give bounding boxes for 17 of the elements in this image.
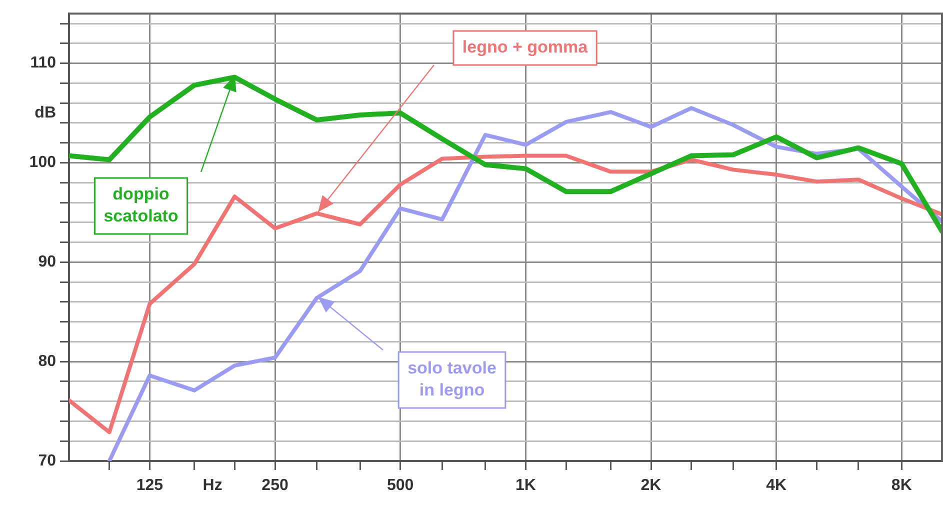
y-tick-label: 90 [38,254,56,271]
annotation: solo tavole in legno [408,358,496,400]
x-tick-label: 250 [262,477,288,494]
x-tick-label: 8K [891,477,912,494]
x-tick-label: 500 [386,477,414,494]
x-tick-label: 2K [640,477,662,494]
y-tick-label: 70 [38,452,56,470]
y-tick-label: 100 [29,154,56,172]
y-tick-label: 80 [38,352,56,370]
annotation: doppio scatolato [104,184,178,226]
y-tick-label: 110 [30,54,56,72]
x-tick-label: 4K [766,477,787,494]
annotation: legno + gomma [462,38,588,57]
x-tick-label: Hz [202,477,222,494]
x-tick-label: 1K [515,477,536,494]
y-tick-label: dB [34,104,56,122]
x-tick-label: 125 [136,477,164,494]
